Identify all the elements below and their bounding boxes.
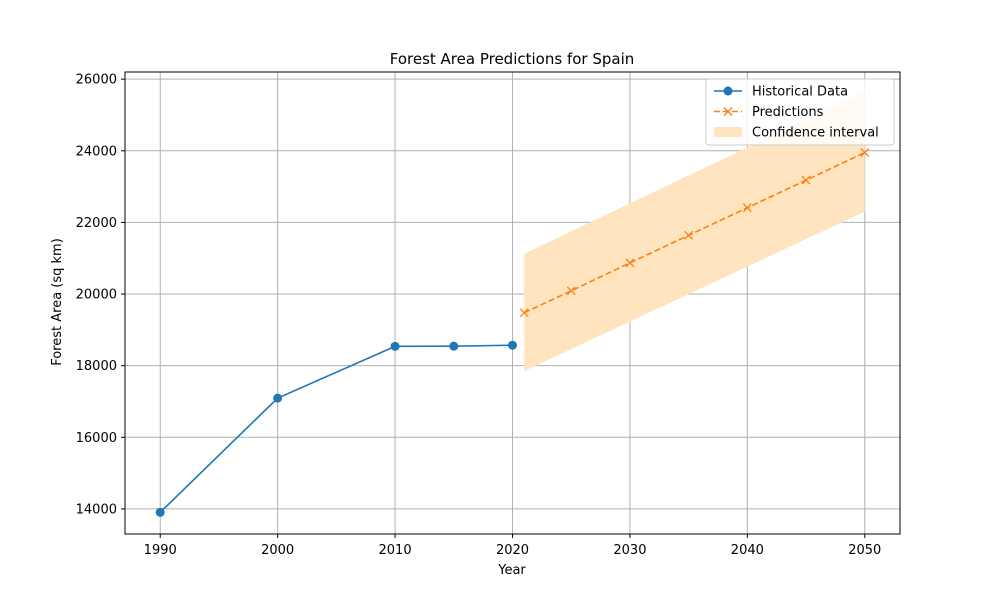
y-tick-label: 16000 — [76, 431, 117, 446]
y-tick-label: 20000 — [76, 288, 117, 303]
legend-label: Confidence interval — [752, 126, 879, 141]
x-tick-label: 1990 — [144, 543, 177, 558]
legend-label: Predictions — [752, 105, 824, 120]
confidence-band-layer — [524, 91, 865, 372]
data-point — [273, 393, 283, 403]
data-point — [684, 230, 694, 240]
x-tick-label: 2020 — [496, 543, 529, 558]
legend-label: Historical Data — [752, 85, 848, 100]
axis-ticks: 1990 2000 2010 2020 2030 2040 2050 14000 16000 18… — [76, 73, 882, 558]
data-point — [742, 203, 752, 213]
y-axis-label: Forest Area (sq km) — [50, 238, 65, 366]
x-tick-label: 2010 — [379, 543, 412, 558]
data-point — [519, 308, 529, 318]
y-tick-label: 18000 — [76, 359, 117, 374]
series-layer — [155, 148, 870, 517]
data-point — [625, 258, 635, 268]
data-point — [390, 341, 400, 351]
x-tick-label: 2000 — [261, 543, 294, 558]
data-point — [801, 175, 811, 185]
legend-marker — [723, 86, 733, 96]
confidence-interval-band — [524, 91, 865, 372]
data-point — [449, 341, 459, 351]
y-tick-label: 22000 — [76, 216, 117, 231]
data-point — [155, 507, 165, 517]
x-axis-label: Year — [497, 563, 526, 578]
x-tick-label: 2050 — [848, 543, 881, 558]
legend: Historical Data Predictions Confidence int… — [705, 78, 895, 146]
legend-patch-swatch — [714, 127, 742, 137]
legend-marker — [723, 107, 733, 116]
x-tick-label: 2040 — [731, 543, 764, 558]
chart-title: Forest Area Predictions for Spain — [390, 50, 635, 68]
y-tick-label: 14000 — [76, 502, 117, 517]
legend-box — [705, 78, 895, 146]
data-point — [508, 340, 517, 350]
data-point — [566, 286, 576, 296]
series-line-0 — [159, 344, 513, 513]
x-tick-label: 2030 — [613, 543, 646, 558]
y-tick-label: 26000 — [76, 73, 117, 88]
data-point — [860, 148, 870, 158]
y-tick-label: 24000 — [76, 144, 117, 159]
